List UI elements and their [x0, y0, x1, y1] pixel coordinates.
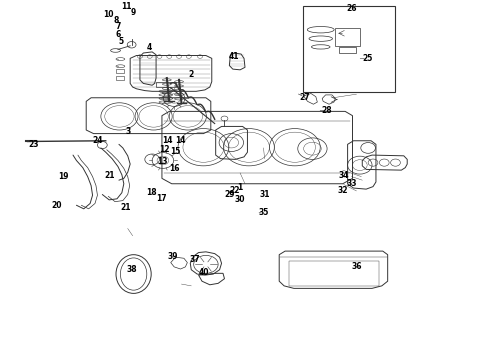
Text: 40: 40	[198, 268, 209, 277]
Text: 4: 4	[147, 43, 152, 52]
Text: 28: 28	[322, 106, 332, 115]
Bar	[117, 69, 124, 73]
Text: 32: 32	[338, 186, 348, 195]
Text: 25: 25	[362, 54, 372, 63]
Text: 39: 39	[168, 252, 178, 261]
Text: 10: 10	[103, 10, 114, 19]
Text: 1: 1	[238, 183, 243, 192]
Bar	[339, 46, 356, 53]
Bar	[117, 76, 124, 80]
Text: 3: 3	[125, 127, 130, 136]
Text: 30: 30	[235, 195, 245, 204]
Text: 37: 37	[190, 255, 200, 264]
Text: 38: 38	[126, 265, 137, 274]
Text: 14: 14	[175, 136, 186, 145]
Text: 16: 16	[169, 164, 179, 173]
Text: 18: 18	[146, 188, 156, 197]
Text: 34: 34	[339, 171, 349, 180]
Text: 24: 24	[92, 136, 103, 145]
Text: 9: 9	[131, 8, 136, 17]
Text: 14: 14	[163, 136, 173, 145]
Bar	[289, 261, 379, 286]
Text: 2: 2	[189, 70, 194, 79]
Text: 7: 7	[115, 22, 121, 31]
Bar	[335, 28, 360, 46]
Bar	[303, 6, 394, 93]
Text: 33: 33	[346, 179, 357, 188]
Text: 36: 36	[351, 262, 362, 271]
Text: 21: 21	[104, 171, 115, 180]
Text: 8: 8	[113, 15, 119, 24]
Text: 22: 22	[229, 186, 240, 195]
Bar	[156, 82, 175, 87]
Text: 19: 19	[58, 172, 69, 181]
Text: 15: 15	[171, 147, 181, 156]
Text: 11: 11	[122, 2, 132, 11]
Text: 29: 29	[224, 190, 235, 199]
Text: 5: 5	[119, 37, 124, 46]
Text: 17: 17	[157, 194, 167, 203]
Text: 31: 31	[259, 190, 270, 199]
Text: 41: 41	[229, 52, 240, 61]
Text: 23: 23	[29, 140, 39, 149]
Text: 20: 20	[51, 201, 62, 210]
Text: 6: 6	[115, 30, 121, 39]
Text: 12: 12	[159, 145, 170, 154]
Text: 35: 35	[258, 208, 269, 217]
Text: 27: 27	[299, 93, 310, 102]
Text: 26: 26	[346, 4, 357, 13]
Text: 21: 21	[120, 203, 130, 212]
Text: 13: 13	[157, 157, 167, 166]
